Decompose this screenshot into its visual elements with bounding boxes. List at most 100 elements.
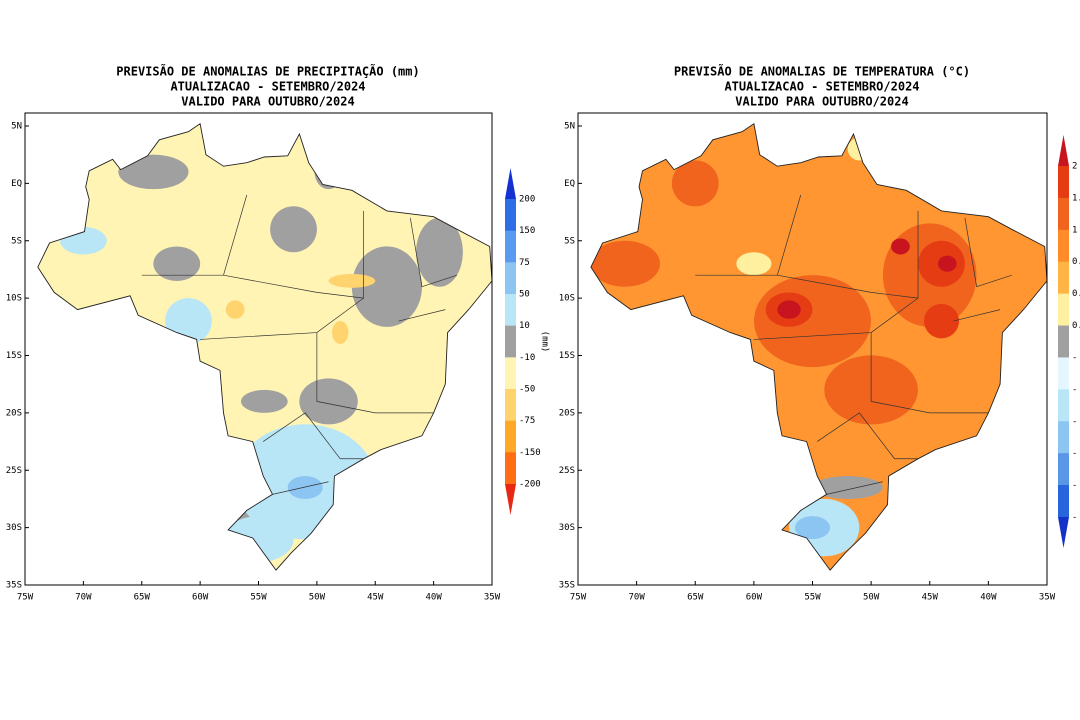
map-panel: PREVISÃO DE ANOMALIAS DE TEMPERATURA (°C… (559, 64, 1080, 603)
lon-label: 75W (17, 593, 34, 603)
colorbar-label: - (1072, 417, 1077, 427)
lat-label: 30S (6, 523, 22, 533)
colorbar-label: 50 (519, 290, 530, 300)
lon-label: 60W (746, 593, 763, 603)
anomaly-area (225, 300, 245, 319)
colorbar-label: 1. (1072, 193, 1080, 203)
map-title: ATUALIZACAO - SETEMBRO/2024 (170, 80, 365, 94)
state-border (200, 210, 364, 340)
anomaly-area (153, 246, 201, 281)
anomaly-area (270, 206, 317, 253)
colorbar-label: - (1072, 449, 1077, 459)
map-title: ATUALIZACAO - SETEMBRO/2024 (724, 80, 919, 94)
colorbar-label: 1 (1072, 225, 1077, 235)
lon-label: 50W (863, 593, 880, 603)
colorbar-segment (505, 199, 516, 232)
lat-label: 35S (559, 581, 575, 591)
anomaly-area (891, 238, 910, 255)
anomaly-area (328, 274, 376, 288)
anomaly-area (59, 226, 107, 255)
lon-label: 55W (250, 593, 267, 603)
lat-label: 20S (559, 408, 575, 418)
lat-label: 35S (6, 581, 22, 591)
colorbar-arrow (1058, 135, 1069, 166)
anomaly-area (118, 154, 189, 190)
colorbar-segment (1058, 325, 1069, 358)
lat-label: 5S (11, 236, 22, 246)
lon-label: 70W (75, 593, 92, 603)
map-title: PREVISÃO DE ANOMALIAS DE TEMPERATURA (°C… (674, 64, 970, 79)
map-panel: PREVISÃO DE ANOMALIAS DE PRECIPITAÇÃO (m… (6, 64, 550, 603)
state-border (816, 412, 919, 460)
state-border (141, 194, 248, 276)
state-border (316, 332, 434, 414)
lon-label: 35W (484, 593, 501, 603)
colorbar-label: 150 (519, 226, 535, 236)
lat-label: 15S (559, 351, 575, 361)
colorbar-unit: (mm) (540, 331, 550, 353)
anomaly-area (287, 475, 323, 499)
anomaly-area (923, 303, 960, 339)
lat-label: 20S (6, 408, 22, 418)
lon-label: 45W (922, 593, 939, 603)
colorbar-segment (1058, 293, 1069, 327)
colorbar-label: 0. (1072, 257, 1080, 267)
lon-label: 55W (804, 593, 821, 603)
colorbar-segment (1058, 261, 1069, 295)
colorbar-label: 0. (1072, 321, 1080, 331)
colorbar-segment (505, 325, 516, 358)
colorbar-label: -10 (519, 353, 535, 363)
colorbar-label: 2 (1072, 162, 1077, 172)
lat-label: 25S (6, 466, 22, 476)
anomaly-areas (590, 137, 977, 557)
colorbar-label: 75 (519, 258, 530, 268)
country-outline (590, 122, 1048, 571)
colorbar-label: - (1072, 385, 1077, 395)
lon-label: 75W (570, 593, 587, 603)
anomaly-area (351, 246, 423, 327)
colorbar-label: 10 (519, 321, 530, 331)
colorbar-label: 0. (1072, 289, 1080, 299)
country-fill (37, 123, 493, 571)
colorbar-segment (1058, 197, 1069, 231)
lon-label: 45W (367, 593, 384, 603)
anomaly-area (165, 298, 212, 345)
colorbar-segment (505, 420, 516, 453)
colorbar-segment (1058, 421, 1069, 454)
anomaly-area (223, 516, 294, 563)
colorbar-label: -200 (519, 480, 541, 490)
anomaly-area (736, 252, 772, 276)
colorbar-label: -50 (519, 385, 535, 395)
state-border (223, 274, 364, 299)
lat-label: 15S (6, 351, 22, 361)
anomaly-area (794, 516, 831, 540)
lon-label: 65W (134, 593, 151, 603)
state-border (826, 481, 883, 495)
anomaly-area (332, 321, 349, 345)
lat-label: 10S (559, 294, 575, 304)
country-outline (37, 122, 493, 571)
lat-label: 5N (11, 122, 22, 132)
lat-label: 25S (559, 466, 575, 476)
colorbar-label: - (1072, 481, 1077, 491)
colorbar-arrow (1058, 517, 1069, 548)
map-title: VALIDO PARA OUTUBRO/2024 (181, 95, 354, 109)
lon-label: 60W (192, 593, 209, 603)
colorbar-segment (505, 389, 516, 422)
state-border (398, 309, 446, 322)
colorbar-segment (505, 230, 516, 263)
colorbar-label: - (1072, 353, 1077, 363)
colorbar-segment (505, 452, 516, 485)
colorbar-segment (1058, 166, 1069, 199)
anomaly-area (299, 378, 358, 425)
colorbar-label: -150 (519, 448, 541, 458)
colorbar-label: -75 (519, 416, 535, 426)
map-title: VALIDO PARA OUTUBRO/2024 (735, 95, 908, 109)
colorbar-arrow (505, 484, 516, 515)
lon-label: 40W (425, 593, 442, 603)
lon-label: 65W (687, 593, 704, 603)
anomaly-area (240, 389, 288, 413)
lat-label: 5S (564, 236, 575, 246)
colorbar-segment (505, 357, 516, 390)
